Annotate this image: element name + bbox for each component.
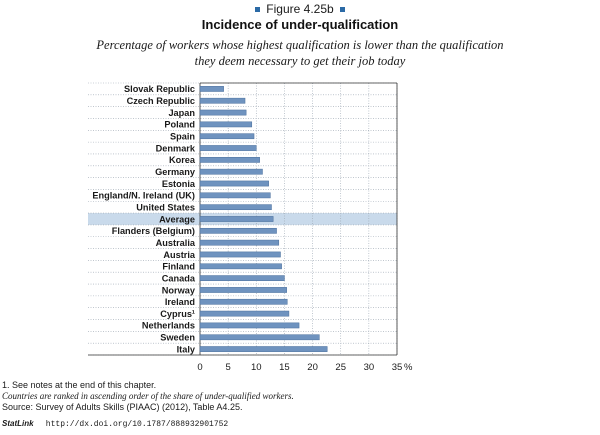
bar-20 <box>199 322 300 329</box>
bar-2 <box>199 109 247 116</box>
category-label: Korea <box>169 155 196 165</box>
category-label: Czech Republic <box>127 96 195 106</box>
bar-7 <box>199 168 263 175</box>
statlink: StatLink http://dx.doi.org/10.1787/88893… <box>2 419 228 429</box>
category-label: Flanders (Belgium) <box>112 226 195 236</box>
bar-13 <box>199 239 280 246</box>
category-label: Finland <box>162 262 195 272</box>
bar-12 <box>199 227 277 234</box>
category-label: United States <box>136 202 195 212</box>
x-tick-label: 10 <box>251 362 262 373</box>
bar-5 <box>199 145 257 151</box>
category-label: Sweden <box>160 333 195 343</box>
bar-10 <box>199 204 272 211</box>
bar-3 <box>199 121 253 128</box>
bar-6 <box>199 157 260 163</box>
category-label: Australia <box>156 238 196 248</box>
figure-number: Figure 4.25b <box>266 2 334 16</box>
bar-15 <box>199 263 282 270</box>
chart-title: Incidence of under-qualification <box>201 17 399 32</box>
x-tick-label: 30 <box>364 362 375 373</box>
category-label: Denmark <box>156 143 196 153</box>
x-tick-label: 25 <box>335 362 346 373</box>
category-label: Netherlands <box>142 321 195 331</box>
x-unit-label: % <box>404 362 413 373</box>
category-label: Poland <box>164 120 195 130</box>
category-label: England/N. Ireland (UK) <box>92 191 195 201</box>
bar-17 <box>199 287 287 293</box>
bar-16 <box>199 275 285 281</box>
bar-18 <box>199 298 288 305</box>
notes: 1. See notes at the end of this chapter.… <box>2 380 294 413</box>
x-tick-label: 35 <box>392 362 403 373</box>
category-label: Canada <box>162 273 196 283</box>
x-tick-label: 0 <box>197 362 202 373</box>
bar-11 <box>199 216 274 222</box>
category-label: Austria <box>163 250 196 260</box>
figure-label: Figure 4.25b <box>0 2 600 16</box>
bar-0 <box>199 86 224 92</box>
bar-14 <box>199 251 281 258</box>
category-label: Slovak Republic <box>124 84 195 94</box>
square-bullet-icon <box>255 7 261 13</box>
category-label: Spain <box>170 132 195 142</box>
category-label: Italy <box>177 344 196 354</box>
square-bullet-icon <box>339 7 345 13</box>
x-tick-label: 15 <box>279 362 290 373</box>
category-label: Germany <box>155 167 196 177</box>
bar-9 <box>199 192 271 199</box>
source-note: Source: Survey of Adults Skills (PIAAC) … <box>2 402 243 412</box>
category-label: Average <box>159 214 195 224</box>
chart-subtitle: Percentage of workers whose highest qual… <box>96 38 504 68</box>
category-label: Japan <box>168 108 195 118</box>
statlink-url[interactable]: http://dx.doi.org/10.1787/888932901752 <box>45 420 229 429</box>
bar-8 <box>199 180 269 187</box>
x-tick-label: 20 <box>307 362 318 373</box>
bar-21 <box>199 334 320 341</box>
bar-1 <box>199 97 246 104</box>
bar-4 <box>199 133 255 140</box>
category-label: Ireland <box>165 297 195 307</box>
x-tick-label: 5 <box>225 362 230 373</box>
bar-19 <box>199 310 290 317</box>
statlink-label: StatLink <box>2 419 34 428</box>
note-1: 1. See notes at the end of this chapter. <box>2 380 157 390</box>
ranking-note: Countries are ranked in ascending order … <box>2 391 294 401</box>
category-label: Estonia <box>162 179 196 189</box>
category-label: Norway <box>162 285 196 295</box>
category-label: Cyprus¹ <box>160 309 195 319</box>
bar-22 <box>199 346 328 352</box>
